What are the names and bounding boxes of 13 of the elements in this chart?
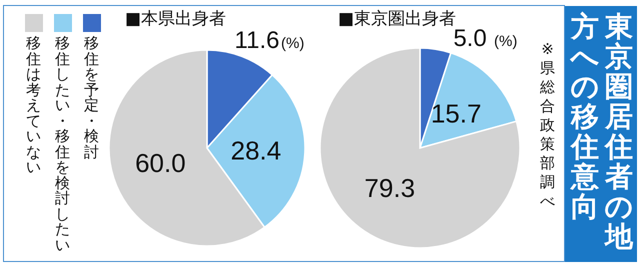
- data-label: 28.4: [230, 135, 282, 166]
- data-label: 79.3: [364, 172, 416, 203]
- text: ※県総合政策部調べ: [540, 40, 555, 210]
- legend-label: 移住を予定・検討: [84, 34, 99, 160]
- text: (%): [281, 35, 304, 52]
- data-label: 11.6: [234, 27, 280, 54]
- chart-title: ■本県出身者: [125, 9, 226, 29]
- category-label: 移住は考えていない: [26, 34, 41, 176]
- data-label: 60.0: [135, 148, 186, 178]
- category-label: 移住したい・移住を検討したい: [55, 34, 70, 254]
- text: 東京圏居住者の地方への移住意向: [570, 10, 634, 253]
- data-label: 15.7: [430, 98, 482, 128]
- text: (%): [494, 33, 518, 50]
